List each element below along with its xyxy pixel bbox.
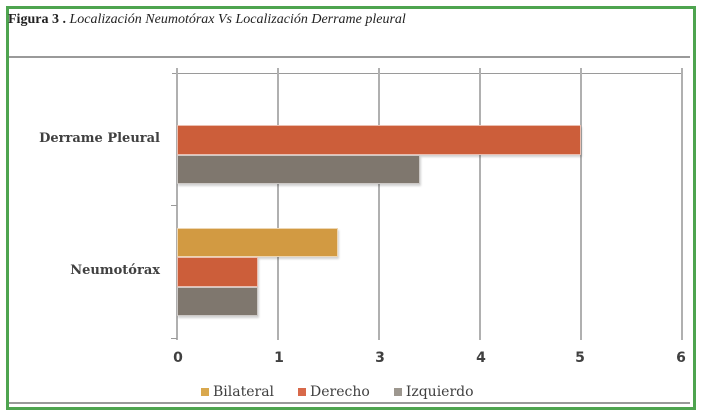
x-tick-label: 3 (375, 350, 385, 366)
legend-item-izquierdo: Izquierdo (393, 384, 474, 400)
legend-label: Bilateral (213, 384, 275, 400)
bar-derrame-izquierdo (177, 155, 420, 184)
figure-label: Figura 3 . (8, 12, 66, 27)
bar-neumotorax-izquierdo (177, 287, 258, 316)
legend-label: Derecho (310, 384, 370, 400)
category-tick (171, 205, 177, 206)
bar-neumotorax-derecho (177, 257, 258, 287)
category-label-neumotorax: Neumotórax (70, 263, 160, 278)
bottom-divider (9, 402, 690, 404)
x-tick-label: 1 (274, 350, 284, 366)
gridline-4 (580, 68, 582, 340)
figure-caption: Localización Neumotórax Vs Localización … (69, 12, 406, 27)
x-tick-label: 5 (575, 350, 585, 366)
plot-top-line (172, 73, 682, 74)
legend-swatch-icon (201, 388, 209, 396)
gridline-1 (277, 68, 279, 340)
gridline-5 (681, 68, 683, 340)
legend-swatch-icon (298, 388, 307, 396)
figure-title: Figura 3 . Localización Neumotórax Vs Lo… (8, 12, 406, 28)
gridline-3 (479, 68, 481, 340)
legend-item-derecho: Derecho (298, 384, 370, 400)
gridline-2 (378, 68, 380, 340)
legend-swatch-icon (393, 388, 402, 396)
legend-item-bilateral: Bilateral (201, 384, 274, 400)
x-tick-label: 6 (676, 350, 686, 366)
title-divider (9, 56, 690, 58)
category-tick (171, 338, 177, 339)
category-label-derrame: Derrame Pleural (39, 131, 160, 146)
bar-derrame-derecho (177, 125, 581, 155)
chart-legend: Bilateral Derecho Izquierdo (201, 384, 474, 400)
figure-frame (6, 6, 696, 410)
x-tick-label: 4 (476, 350, 486, 366)
legend-label: Izquierdo (405, 384, 474, 400)
category-axis (176, 68, 178, 340)
bar-neumotorax-bilateral (177, 228, 338, 257)
x-tick-label: 0 (173, 350, 183, 366)
